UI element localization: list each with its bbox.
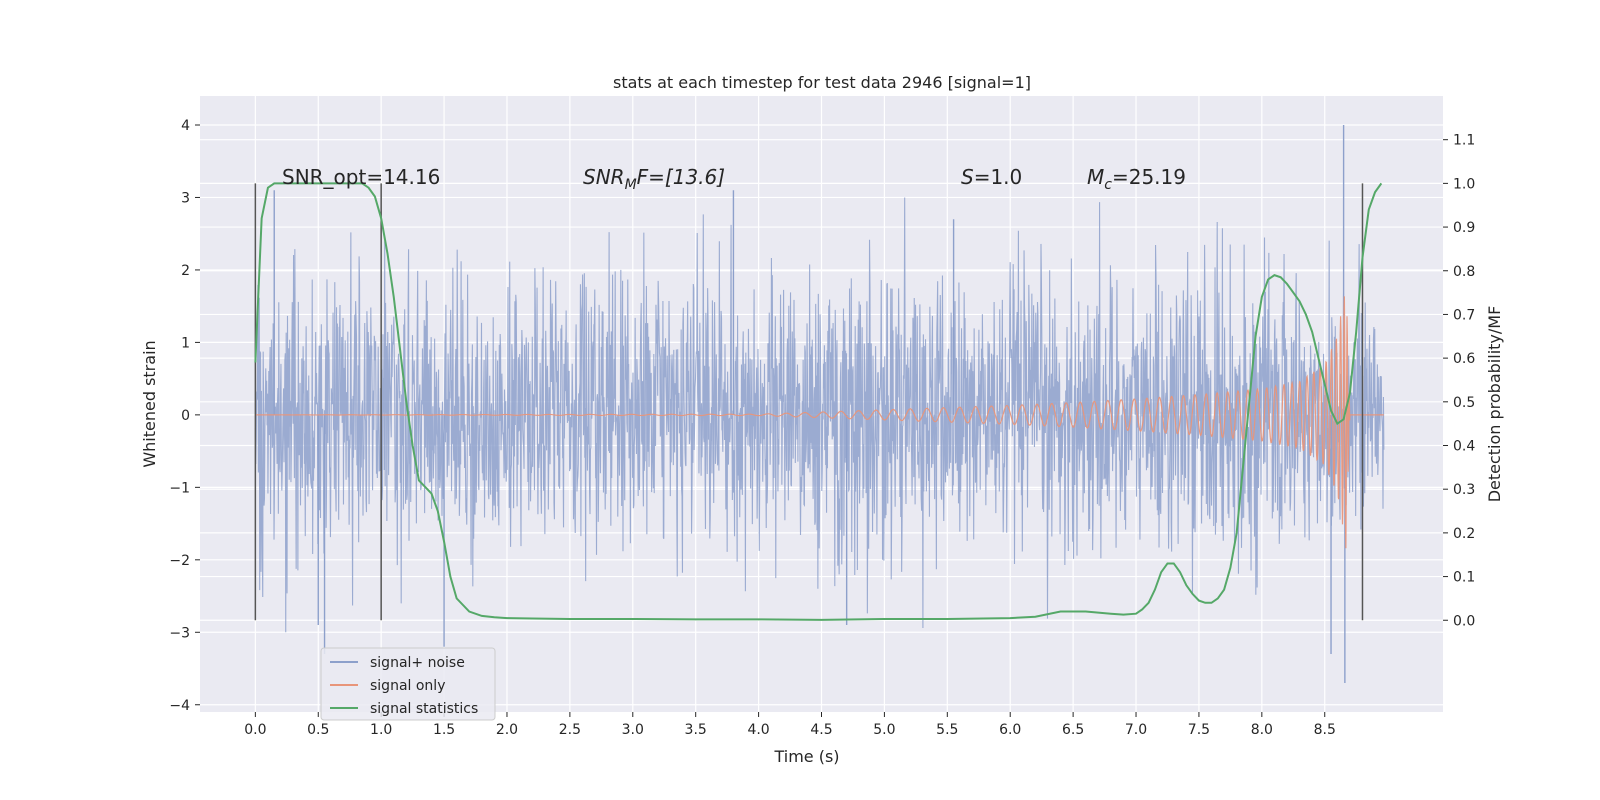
y2-tick-label: 0.3 xyxy=(1453,482,1475,498)
annotation-s-rest: =1.0 xyxy=(974,165,1023,189)
y-tick-label: 3 xyxy=(181,190,190,206)
y-tick-label: 1 xyxy=(181,335,190,351)
y2-tick-label: 0.8 xyxy=(1453,264,1475,280)
annotation-mc-sub: c xyxy=(1104,177,1112,193)
x-tick-label: 5.5 xyxy=(936,722,958,738)
y-tick-label: −3 xyxy=(169,625,190,641)
y2-tick-label: 0.2 xyxy=(1453,526,1475,542)
signal-line xyxy=(255,296,1384,549)
x-tick-label: 2.0 xyxy=(496,722,518,738)
y-tick-label: −2 xyxy=(169,553,190,569)
x-tick-label: 5.0 xyxy=(873,722,895,738)
y2-tick-label: 1.0 xyxy=(1453,176,1475,192)
stats-series xyxy=(254,182,1383,621)
x-tick-label: 0.0 xyxy=(244,722,266,738)
x-tick-label: 1.0 xyxy=(370,722,392,738)
y-tick-label: −4 xyxy=(169,698,190,714)
x-tick-label: 2.5 xyxy=(559,722,581,738)
annotation-mc: Mc=25.19 xyxy=(1087,165,1186,193)
x-tick-label: 6.0 xyxy=(999,722,1021,738)
legend-label-noise: signal+ noise xyxy=(370,655,465,671)
annotation-s: S=1.0 xyxy=(961,165,1022,189)
x-tick-label: 3.5 xyxy=(685,722,707,738)
x-tick-label: 8.0 xyxy=(1251,722,1273,738)
signal-series xyxy=(255,296,1384,549)
annotation-mc-rest: =25.19 xyxy=(1112,165,1186,189)
chart-title: stats at each timestep for test data 294… xyxy=(613,73,1031,92)
y2-tick-label: 0.9 xyxy=(1453,220,1475,236)
x-tick-label: 1.5 xyxy=(433,722,455,738)
x-tick-label: 4.0 xyxy=(747,722,769,738)
y-axis-ticks: −4 −3 −2 −1 0 1 2 3 4 xyxy=(169,118,200,714)
x-tick-label: 4.5 xyxy=(810,722,832,738)
legend-box xyxy=(320,647,496,721)
y-tick-label: 2 xyxy=(181,263,190,279)
legend-label-stats: signal statistics xyxy=(370,701,478,717)
x-tick-label: 8.5 xyxy=(1314,722,1336,738)
y-axis-label: Whitened strain xyxy=(140,340,159,467)
y2-tick-label: 0.6 xyxy=(1453,351,1475,367)
y2-tick-label: 0.0 xyxy=(1453,613,1475,629)
annotation-s-main: S xyxy=(961,165,974,189)
annotation-snr-mf-base: SNR xyxy=(583,165,625,189)
y-tick-label: 0 xyxy=(181,408,190,424)
y2-tick-label: 0.1 xyxy=(1453,570,1475,586)
x-tick-label: 6.5 xyxy=(1062,722,1084,738)
legend-label-signal: signal only xyxy=(370,678,445,694)
x-tick-label: 7.5 xyxy=(1188,722,1210,738)
y2-axis-ticks: 0.0 0.1 0.2 0.3 0.4 0.5 0.6 0.7 0.8 0.9 1.0 1.1 xyxy=(1443,133,1475,629)
y2-tick-label: 0.4 xyxy=(1453,439,1475,455)
stats-line xyxy=(254,182,1383,621)
y2-tick-label: 0.5 xyxy=(1453,395,1475,411)
y2-axis-label: Detection probability/MF xyxy=(1485,306,1504,503)
x-tick-label: 3.0 xyxy=(622,722,644,738)
x-axis-label: Time (s) xyxy=(773,747,839,766)
x-axis-ticks: 0.0 0.5 1.0 1.5 2.0 2.5 3.0 3.5 4.0 4.5 5.0 5.5 6.0 6… xyxy=(244,712,1336,738)
x-tick-label: 7.0 xyxy=(1125,722,1147,738)
y-tick-label: −1 xyxy=(169,480,190,496)
annotation-snr-mf-sub: M xyxy=(625,177,637,193)
y2-tick-label: 1.1 xyxy=(1453,133,1475,149)
annotation-snr-mf-rest: F=[13.6] xyxy=(637,165,725,189)
y2-tick-label: 0.7 xyxy=(1453,307,1475,323)
annotation-snr-opt: SNR_opt=14.16 xyxy=(282,165,440,189)
x-tick-label: 0.5 xyxy=(307,722,329,738)
y-tick-label: 4 xyxy=(181,118,190,134)
annotation-mc-main: M xyxy=(1087,165,1104,189)
annotation-snr-mf: SNRMF=[13.6] xyxy=(583,165,725,193)
legend: signal+ noise signal only signal statist… xyxy=(320,647,496,721)
